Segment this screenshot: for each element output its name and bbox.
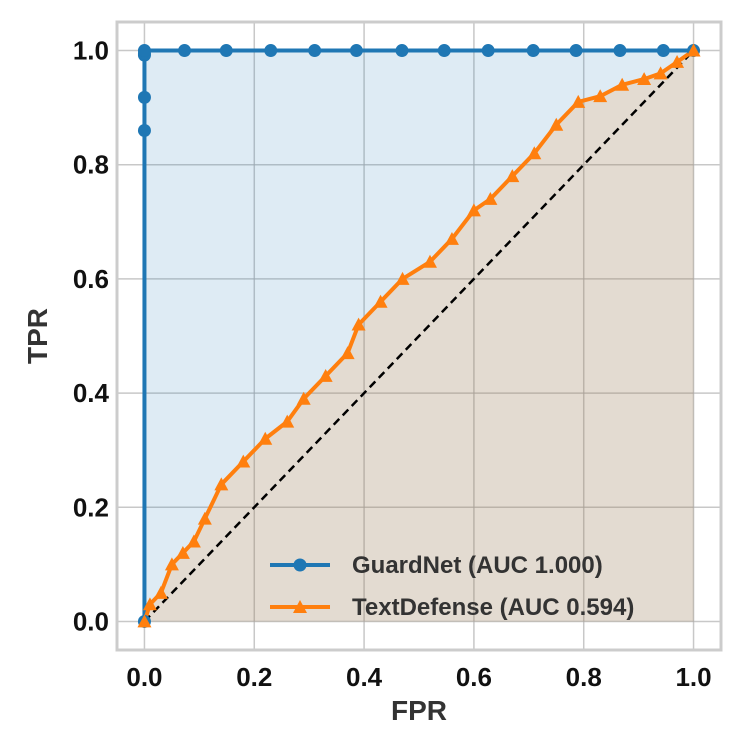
series-1-point-12 (318, 368, 333, 382)
y-tick-label-5: 1.0 (73, 36, 109, 66)
series-1-point-20 (483, 191, 498, 205)
series-0-point-6 (178, 44, 192, 58)
legend: GuardNet (AUC 1.000) TextDefense (AUC 0.… (270, 552, 634, 621)
series-markers (137, 43, 701, 628)
series-1-point-16 (395, 271, 410, 285)
series-1-point-27 (637, 72, 652, 86)
series-1-point-8 (236, 454, 251, 468)
x-tick-label-5: 1.0 (675, 662, 711, 692)
series-1-point-7 (214, 477, 229, 491)
series-1-point-0 (137, 614, 152, 628)
x-tick-label-3: 0.6 (456, 662, 492, 692)
series-0-point-5 (137, 44, 151, 58)
series-1-point-19 (466, 203, 481, 217)
y-axis-label: TPR (22, 308, 53, 364)
series-1-point-24 (571, 94, 586, 108)
series-1-point-15 (373, 294, 388, 308)
series-1-point-14 (351, 317, 366, 331)
series-0-point-8 (264, 44, 278, 58)
grid-lines (117, 22, 721, 650)
series-1-point-26 (615, 77, 630, 91)
series-1-point-17 (422, 254, 437, 268)
series-1-point-21 (505, 169, 520, 183)
series-1-point-29 (670, 54, 685, 68)
diagonal-line (143, 49, 695, 623)
series-1-point-6 (197, 511, 212, 525)
series-1-point-18 (444, 231, 459, 245)
y-tick-label-0: 0.0 (73, 606, 109, 636)
legend-marker-guardnet (293, 558, 307, 572)
series-0-point-11 (395, 44, 409, 58)
diagonal-reference (143, 49, 695, 623)
series-1-point-10 (280, 414, 295, 428)
legend-marker-textdefense (293, 600, 307, 613)
y-tick-label-2: 0.4 (73, 378, 110, 408)
legend-label-textdefense: TextDefense (AUC 0.594) (352, 594, 634, 621)
legend-label-guardnet: GuardNet (AUC 1.000) (352, 552, 603, 579)
series-0-point-7 (219, 44, 233, 58)
series-0-point-13 (481, 44, 495, 58)
series-1-point-11 (296, 391, 311, 405)
series-0-point-15 (569, 44, 583, 58)
series-1-point-30 (686, 43, 701, 57)
series-0-point-10 (349, 44, 363, 58)
series-1-point-25 (593, 89, 608, 103)
x-axis-label: FPR (391, 695, 447, 726)
series-1-point-22 (527, 146, 542, 160)
x-tick-label-4: 0.8 (566, 662, 602, 692)
x-tick-label-0: 0.0 (126, 662, 162, 692)
series-0-point-14 (526, 44, 540, 58)
series-0-point-12 (437, 44, 451, 58)
series-1-point-1 (142, 597, 157, 611)
legend-item-textdefense: TextDefense (AUC 0.594) (270, 594, 634, 621)
series-1-point-2 (153, 585, 168, 599)
series-1-point-23 (549, 117, 564, 131)
series-1-point-4 (175, 545, 190, 559)
y-tick-label-3: 0.6 (73, 264, 109, 294)
series-1-point-28 (653, 66, 668, 80)
series-1-point-13 (340, 346, 355, 360)
x-tick-label-1: 0.2 (236, 662, 272, 692)
plot-frame (115, 20, 723, 652)
tick-labels: 0.0 0.2 0.4 0.6 0.8 1.0 0.0 0.2 0.4 0.6 0.8 1.0 (73, 36, 712, 692)
series-0-point-1 (137, 123, 151, 137)
y-tick-label-1: 0.2 (73, 492, 109, 522)
series-0-point-9 (308, 44, 322, 58)
series-0-point-17 (656, 44, 670, 58)
series-0-point-2 (137, 90, 151, 104)
series-0-point-16 (613, 44, 627, 58)
series-1-point-9 (258, 431, 273, 445)
series-1-point-3 (164, 557, 179, 571)
x-tick-label-2: 0.4 (346, 662, 383, 692)
legend-item-guardnet: GuardNet (AUC 1.000) (270, 552, 603, 579)
y-tick-label-4: 0.8 (73, 150, 109, 180)
series-1-point-5 (186, 534, 201, 548)
